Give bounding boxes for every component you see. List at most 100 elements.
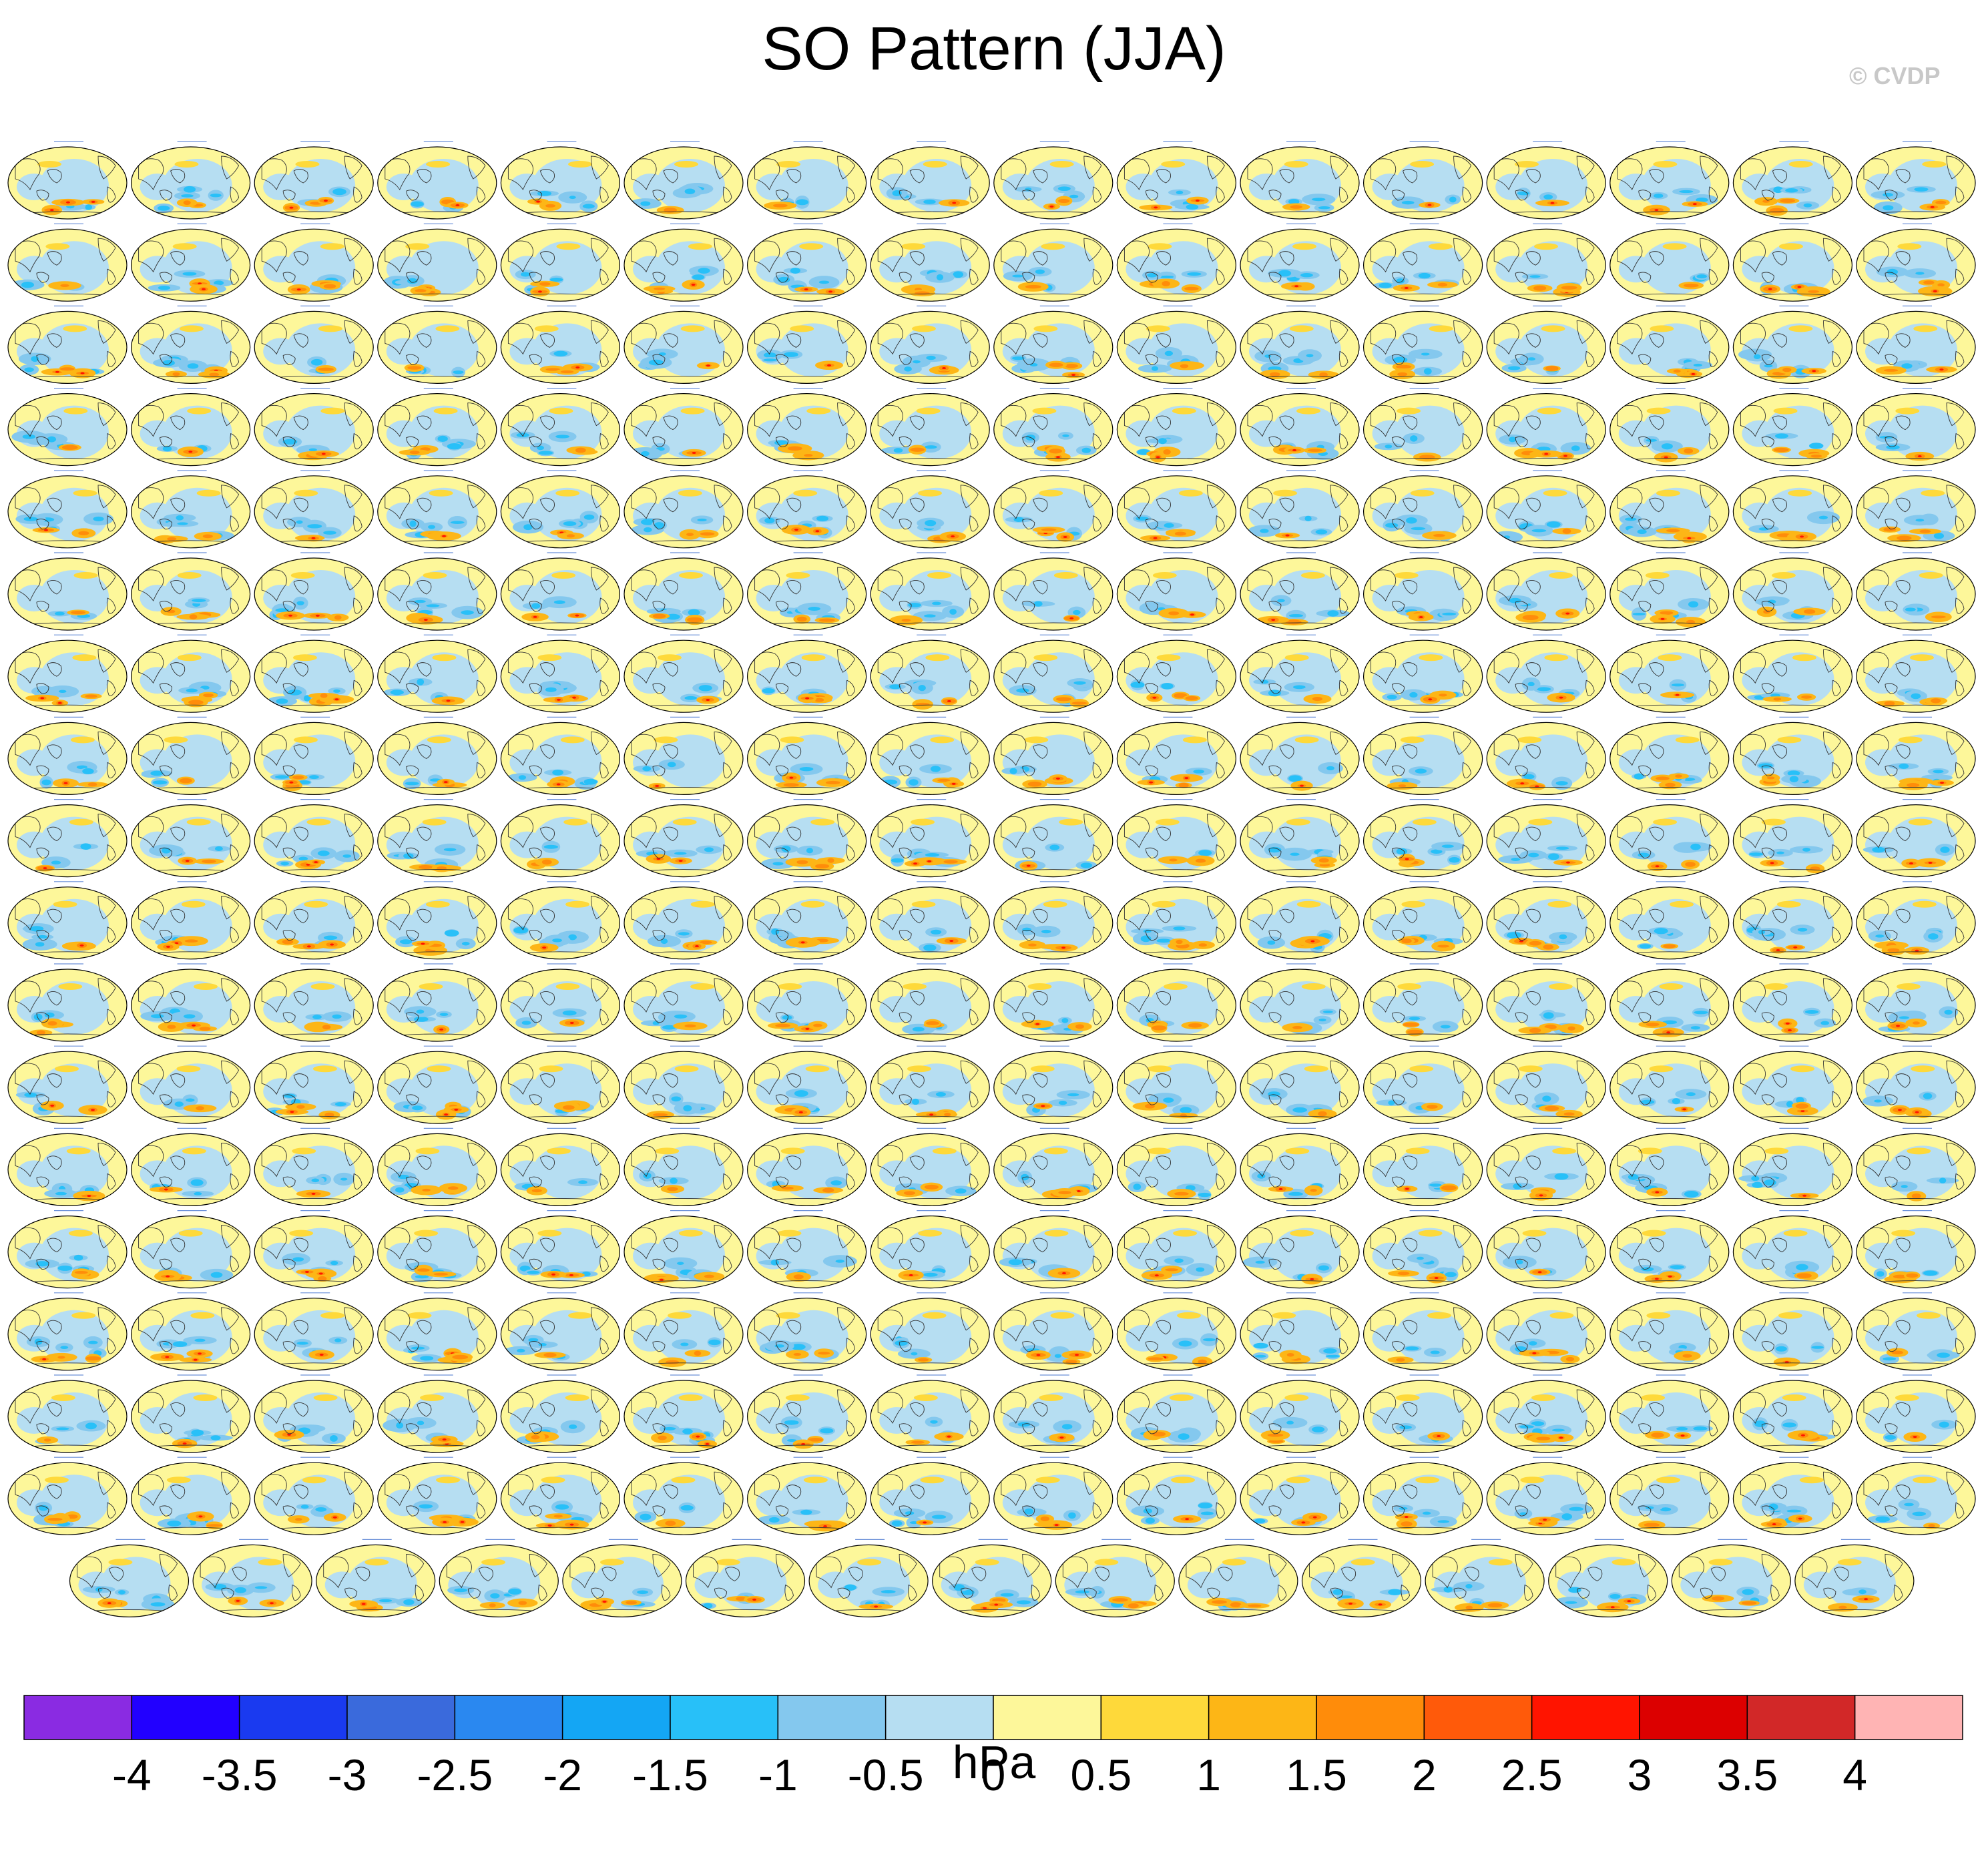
map-panel	[500, 1374, 621, 1453]
map-panel	[624, 881, 744, 960]
colorbar-tick-label: 0	[981, 1750, 1006, 1800]
map-panel	[500, 716, 621, 796]
map-panel	[131, 1374, 251, 1453]
map-panel	[1301, 1539, 1422, 1617]
map-panel	[746, 141, 867, 220]
cvdp-watermark: © CVDP	[1849, 62, 1941, 89]
map-panel	[7, 716, 128, 796]
map-panel	[1486, 634, 1606, 713]
map-panel	[131, 552, 251, 631]
map-panel	[870, 223, 990, 302]
map-panel	[254, 1127, 374, 1207]
map-panel	[7, 963, 128, 1042]
map-panel	[1116, 634, 1237, 713]
map-panel	[1732, 1374, 1852, 1453]
map-panel	[1609, 963, 1730, 1042]
map-panel	[1240, 1045, 1360, 1124]
colorbar-tick-label: -4	[112, 1750, 152, 1800]
map-panel	[1856, 552, 1976, 631]
colorbar-swatch	[561, 1695, 671, 1740]
colorbar-tick-label: 1	[1196, 1750, 1221, 1800]
map-panel	[1732, 387, 1852, 467]
map-panel	[1240, 881, 1360, 960]
map-panel	[1116, 1127, 1237, 1207]
map-panel	[870, 798, 990, 878]
map-panel	[1856, 305, 1976, 384]
map-panel	[993, 716, 1113, 796]
map-panel	[746, 1456, 867, 1535]
map-panel	[131, 798, 251, 878]
map-panel	[624, 1456, 744, 1535]
map-panel	[316, 1539, 436, 1617]
map-panel	[500, 470, 621, 549]
map-panel	[377, 634, 497, 713]
map-panel	[377, 963, 497, 1042]
colorbar-swatch	[1423, 1695, 1533, 1740]
map-panel	[624, 1210, 744, 1289]
map-panel	[746, 1292, 867, 1371]
map-panel	[1116, 387, 1237, 467]
map-panel	[746, 1374, 867, 1453]
map-panel	[377, 470, 497, 549]
map-panel	[254, 963, 374, 1042]
map-panel	[1363, 1456, 1483, 1535]
map-panel	[1240, 470, 1360, 549]
map-panel	[870, 1374, 990, 1453]
map-panel	[1609, 141, 1730, 220]
map-panel	[254, 305, 374, 384]
map-panel	[1363, 798, 1483, 878]
map-panel	[870, 1127, 990, 1207]
colorbar-tick-label: 3.5	[1716, 1750, 1778, 1800]
map-panel	[254, 1456, 374, 1535]
map-panel	[500, 305, 621, 384]
map-panel	[7, 1127, 128, 1207]
map-panel	[7, 1210, 128, 1289]
map-panel	[624, 1374, 744, 1453]
map-panel	[131, 1127, 251, 1207]
map-panel	[377, 716, 497, 796]
map-panel	[131, 305, 251, 384]
map-panel	[993, 634, 1113, 713]
colorbar-unit-label: hPa	[952, 1736, 1036, 1788]
map-panel	[500, 963, 621, 1042]
map-panel	[1856, 387, 1976, 467]
map-panel	[1363, 1374, 1483, 1453]
map-panel	[1609, 1374, 1730, 1453]
map-panel	[192, 1539, 312, 1617]
map-panel	[624, 716, 744, 796]
map-panel	[254, 141, 374, 220]
map-panel	[500, 1210, 621, 1289]
map-panel	[1856, 716, 1976, 796]
map-panel	[870, 1456, 990, 1535]
map-panel	[439, 1539, 559, 1617]
map-panel	[870, 387, 990, 467]
map-panel	[1609, 223, 1730, 302]
map-panel	[624, 305, 744, 384]
map-panel	[746, 387, 867, 467]
map-panel	[746, 305, 867, 384]
map-panel	[377, 141, 497, 220]
map-panel	[1240, 223, 1360, 302]
colorbar-swatch	[1531, 1695, 1640, 1740]
map-panel	[7, 881, 128, 960]
map-panel	[1363, 141, 1483, 220]
map-panel	[7, 552, 128, 631]
map-panel	[1486, 223, 1606, 302]
map-panel	[254, 1045, 374, 1124]
map-panel	[1486, 1045, 1606, 1124]
colorbar-swatch	[1639, 1695, 1748, 1740]
map-panel	[131, 1210, 251, 1289]
map-panel	[993, 1292, 1113, 1371]
map-panel	[500, 1292, 621, 1371]
map-panel	[377, 1127, 497, 1207]
map-panel	[7, 1045, 128, 1124]
map-panel	[1240, 305, 1360, 384]
map-panel	[624, 223, 744, 302]
map-panel	[1116, 305, 1237, 384]
map-panel	[1609, 1045, 1730, 1124]
map-panel	[1425, 1539, 1545, 1617]
map-panel	[746, 1127, 867, 1207]
colorbar-swatch	[454, 1695, 563, 1740]
